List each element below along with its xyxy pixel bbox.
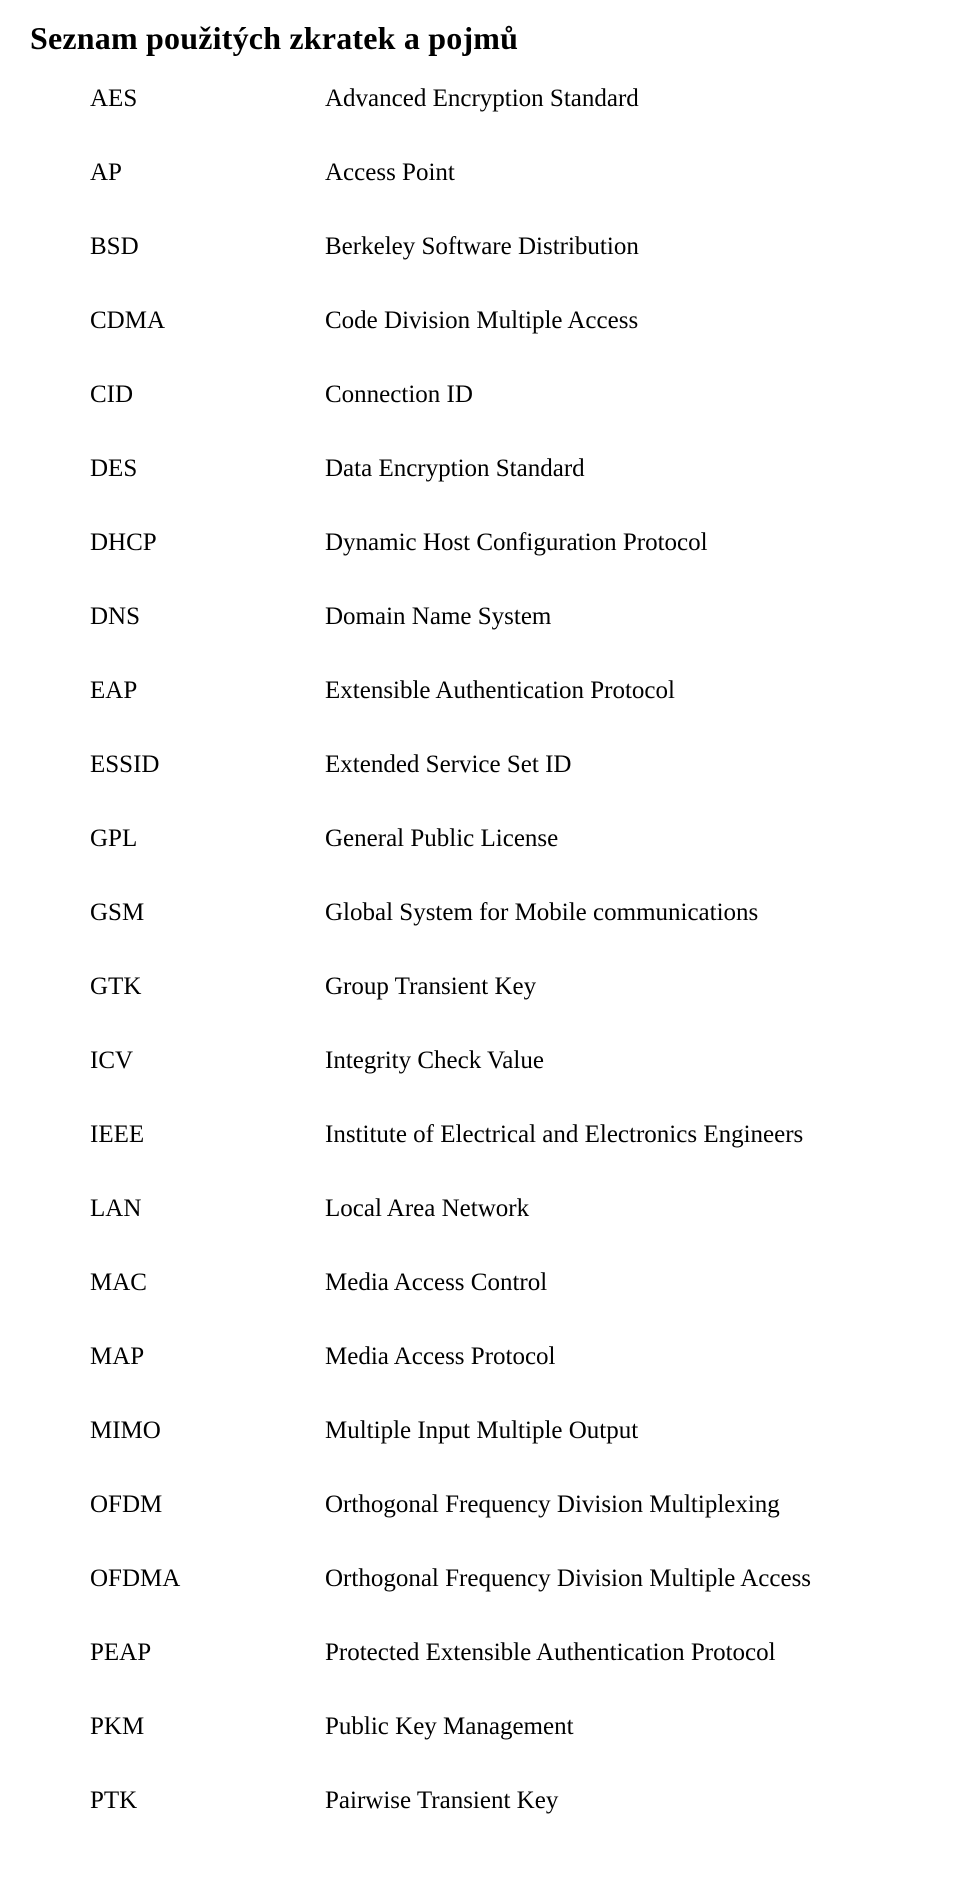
abbrev-row: DESData Encryption Standard	[90, 455, 930, 529]
abbrev-value: Global System for Mobile communications	[325, 899, 930, 973]
abbrev-row: GPLGeneral Public License	[90, 825, 930, 899]
abbrev-value: Connection ID	[325, 381, 930, 455]
abbrev-key: PKM	[90, 1713, 325, 1787]
abbrev-row: ICVIntegrity Check Value	[90, 1047, 930, 1121]
abbrev-row: DHCPDynamic Host Configuration Protocol	[90, 529, 930, 603]
abbrev-row: APAccess Point	[90, 159, 930, 233]
abbrev-value: Pairwise Transient Key	[325, 1787, 930, 1815]
abbrev-row: IEEEInstitute of Electrical and Electron…	[90, 1121, 930, 1195]
abbrev-key: CDMA	[90, 307, 325, 381]
abbrev-key: CID	[90, 381, 325, 455]
abbrev-row: BSDBerkeley Software Distribution	[90, 233, 930, 307]
abbrev-key: BSD	[90, 233, 325, 307]
abbrev-value: General Public License	[325, 825, 930, 899]
abbrev-key: ESSID	[90, 751, 325, 825]
abbrev-key: DNS	[90, 603, 325, 677]
abbrev-row: AESAdvanced Encryption Standard	[90, 85, 930, 159]
abbrev-row: MIMOMultiple Input Multiple Output	[90, 1417, 930, 1491]
abbrev-row: GSMGlobal System for Mobile communicatio…	[90, 899, 930, 973]
abbrev-key: ICV	[90, 1047, 325, 1121]
abbrev-row: CDMACode Division Multiple Access	[90, 307, 930, 381]
abbrev-row: GTKGroup Transient Key	[90, 973, 930, 1047]
abbrev-row: LANLocal Area Network	[90, 1195, 930, 1269]
abbrev-value: Media Access Protocol	[325, 1343, 930, 1417]
abbrev-row: MAPMedia Access Protocol	[90, 1343, 930, 1417]
abbrev-value: Advanced Encryption Standard	[325, 85, 930, 159]
abbrev-value: Dynamic Host Configuration Protocol	[325, 529, 930, 603]
page-title: Seznam použitých zkratek a pojmů	[30, 20, 930, 57]
abbrev-value: Media Access Control	[325, 1269, 930, 1343]
abbrev-key: AES	[90, 85, 325, 159]
abbrev-row: PEAPProtected Extensible Authentication …	[90, 1639, 930, 1713]
abbrev-value: Extensible Authentication Protocol	[325, 677, 930, 751]
abbrev-value: Berkeley Software Distribution	[325, 233, 930, 307]
abbreviation-table: AESAdvanced Encryption StandardAPAccess …	[90, 85, 930, 1815]
abbrev-value: Orthogonal Frequency Division Multiple A…	[325, 1565, 930, 1639]
abbrev-row: MACMedia Access Control	[90, 1269, 930, 1343]
abbrev-key: PEAP	[90, 1639, 325, 1713]
abbrev-row: DNSDomain Name System	[90, 603, 930, 677]
abbrev-key: MAC	[90, 1269, 325, 1343]
abbrev-row: CIDConnection ID	[90, 381, 930, 455]
abbrev-key: DES	[90, 455, 325, 529]
abbrev-key: MIMO	[90, 1417, 325, 1491]
abbrev-value: Extended Service Set ID	[325, 751, 930, 825]
abbrev-key: GTK	[90, 973, 325, 1047]
abbrev-value: Integrity Check Value	[325, 1047, 930, 1121]
abbrev-key: EAP	[90, 677, 325, 751]
abbrev-row: PTKPairwise Transient Key	[90, 1787, 930, 1815]
abbrev-row: PKMPublic Key Management	[90, 1713, 930, 1787]
abbrev-key: IEEE	[90, 1121, 325, 1195]
abbrev-value: Local Area Network	[325, 1195, 930, 1269]
abbrev-key: GPL	[90, 825, 325, 899]
abbrev-value: Data Encryption Standard	[325, 455, 930, 529]
abbrev-value: Protected Extensible Authentication Prot…	[325, 1639, 930, 1713]
abbrev-row: ESSIDExtended Service Set ID	[90, 751, 930, 825]
abbrev-key: PTK	[90, 1787, 325, 1815]
abbrev-key: DHCP	[90, 529, 325, 603]
abbrev-value: Orthogonal Frequency Division Multiplexi…	[325, 1491, 930, 1565]
abbrev-key: MAP	[90, 1343, 325, 1417]
abbrev-value: Multiple Input Multiple Output	[325, 1417, 930, 1491]
abbrev-key: OFDMA	[90, 1565, 325, 1639]
abbrev-value: Public Key Management	[325, 1713, 930, 1787]
abbrev-value: Institute of Electrical and Electronics …	[325, 1121, 930, 1195]
abbrev-key: GSM	[90, 899, 325, 973]
abbrev-row: OFDMAOrthogonal Frequency Division Multi…	[90, 1565, 930, 1639]
abbrev-value: Access Point	[325, 159, 930, 233]
abbrev-row: OFDMOrthogonal Frequency Division Multip…	[90, 1491, 930, 1565]
abbrev-key: OFDM	[90, 1491, 325, 1565]
abbrev-value: Group Transient Key	[325, 973, 930, 1047]
abbrev-row: EAPExtensible Authentication Protocol	[90, 677, 930, 751]
abbrev-key: AP	[90, 159, 325, 233]
abbrev-key: LAN	[90, 1195, 325, 1269]
abbrev-value: Code Division Multiple Access	[325, 307, 930, 381]
abbrev-value: Domain Name System	[325, 603, 930, 677]
